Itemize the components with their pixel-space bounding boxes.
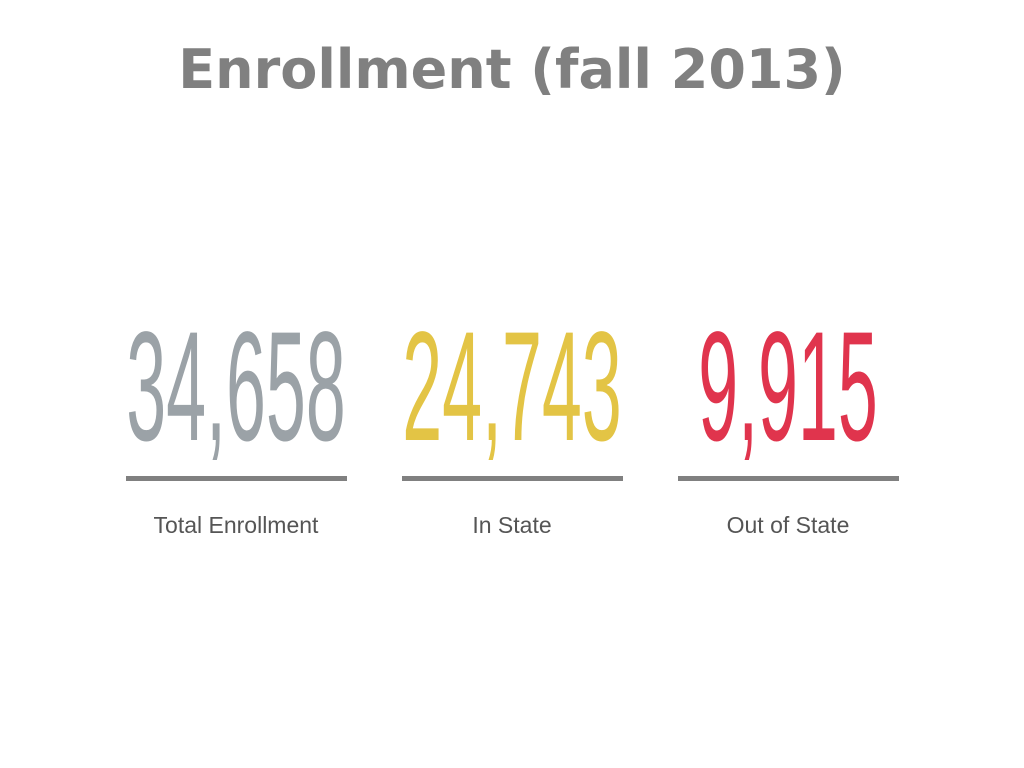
stat-number-group: 34,658 [126, 299, 345, 474]
stat-divider [402, 476, 623, 481]
stat-number: 9,915 [698, 299, 878, 474]
stat-label: Out of State [727, 512, 850, 538]
stat-number: 34,658 [126, 299, 345, 474]
stat-divider [678, 476, 899, 481]
stat-divider [126, 476, 347, 481]
stat-number-group: 24,743 [402, 299, 621, 474]
stat-number: 24,743 [402, 299, 621, 474]
stat-label: In State [472, 512, 551, 538]
stat-label: Total Enrollment [154, 512, 320, 538]
stat-number-group: 9,915 [698, 299, 878, 474]
slide-title: Enrollment (fall 2013) [178, 38, 845, 101]
